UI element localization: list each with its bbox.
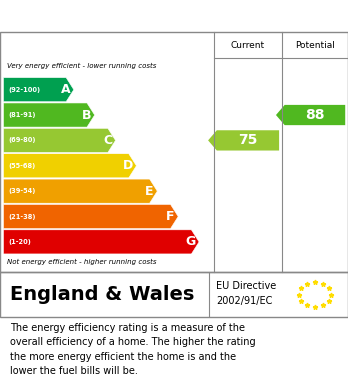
Text: Not energy efficient - higher running costs: Not energy efficient - higher running co…	[7, 259, 157, 265]
Text: (55-68): (55-68)	[9, 163, 36, 169]
Polygon shape	[276, 105, 345, 125]
Polygon shape	[3, 128, 116, 152]
Text: Energy Efficiency Rating: Energy Efficiency Rating	[10, 9, 220, 23]
Polygon shape	[3, 103, 95, 127]
Text: The energy efficiency rating is a measure of the
overall efficiency of a home. T: The energy efficiency rating is a measur…	[10, 323, 256, 376]
Text: (39-54): (39-54)	[9, 188, 36, 194]
Polygon shape	[3, 204, 178, 229]
Text: (92-100): (92-100)	[9, 87, 41, 93]
Text: B: B	[82, 109, 91, 122]
Text: (21-38): (21-38)	[9, 213, 36, 219]
Text: A: A	[61, 83, 70, 96]
Text: England & Wales: England & Wales	[10, 285, 195, 304]
Text: F: F	[166, 210, 175, 223]
Text: Potential: Potential	[295, 41, 335, 50]
Text: G: G	[185, 235, 196, 248]
Polygon shape	[3, 77, 74, 102]
Text: C: C	[103, 134, 112, 147]
Polygon shape	[3, 179, 157, 203]
Polygon shape	[3, 230, 199, 254]
Text: 2002/91/EC: 2002/91/EC	[216, 296, 272, 306]
Text: D: D	[123, 159, 133, 172]
Text: 88: 88	[305, 108, 325, 122]
Polygon shape	[208, 130, 279, 151]
Polygon shape	[3, 154, 136, 178]
Text: 75: 75	[238, 133, 258, 147]
Text: Very energy efficient - lower running costs: Very energy efficient - lower running co…	[7, 63, 156, 69]
Text: E: E	[145, 185, 154, 197]
Text: EU Directive: EU Directive	[216, 282, 276, 291]
Text: (69-80): (69-80)	[9, 137, 36, 143]
Text: Current: Current	[231, 41, 265, 50]
Text: (1-20): (1-20)	[9, 239, 32, 245]
Text: (81-91): (81-91)	[9, 112, 36, 118]
